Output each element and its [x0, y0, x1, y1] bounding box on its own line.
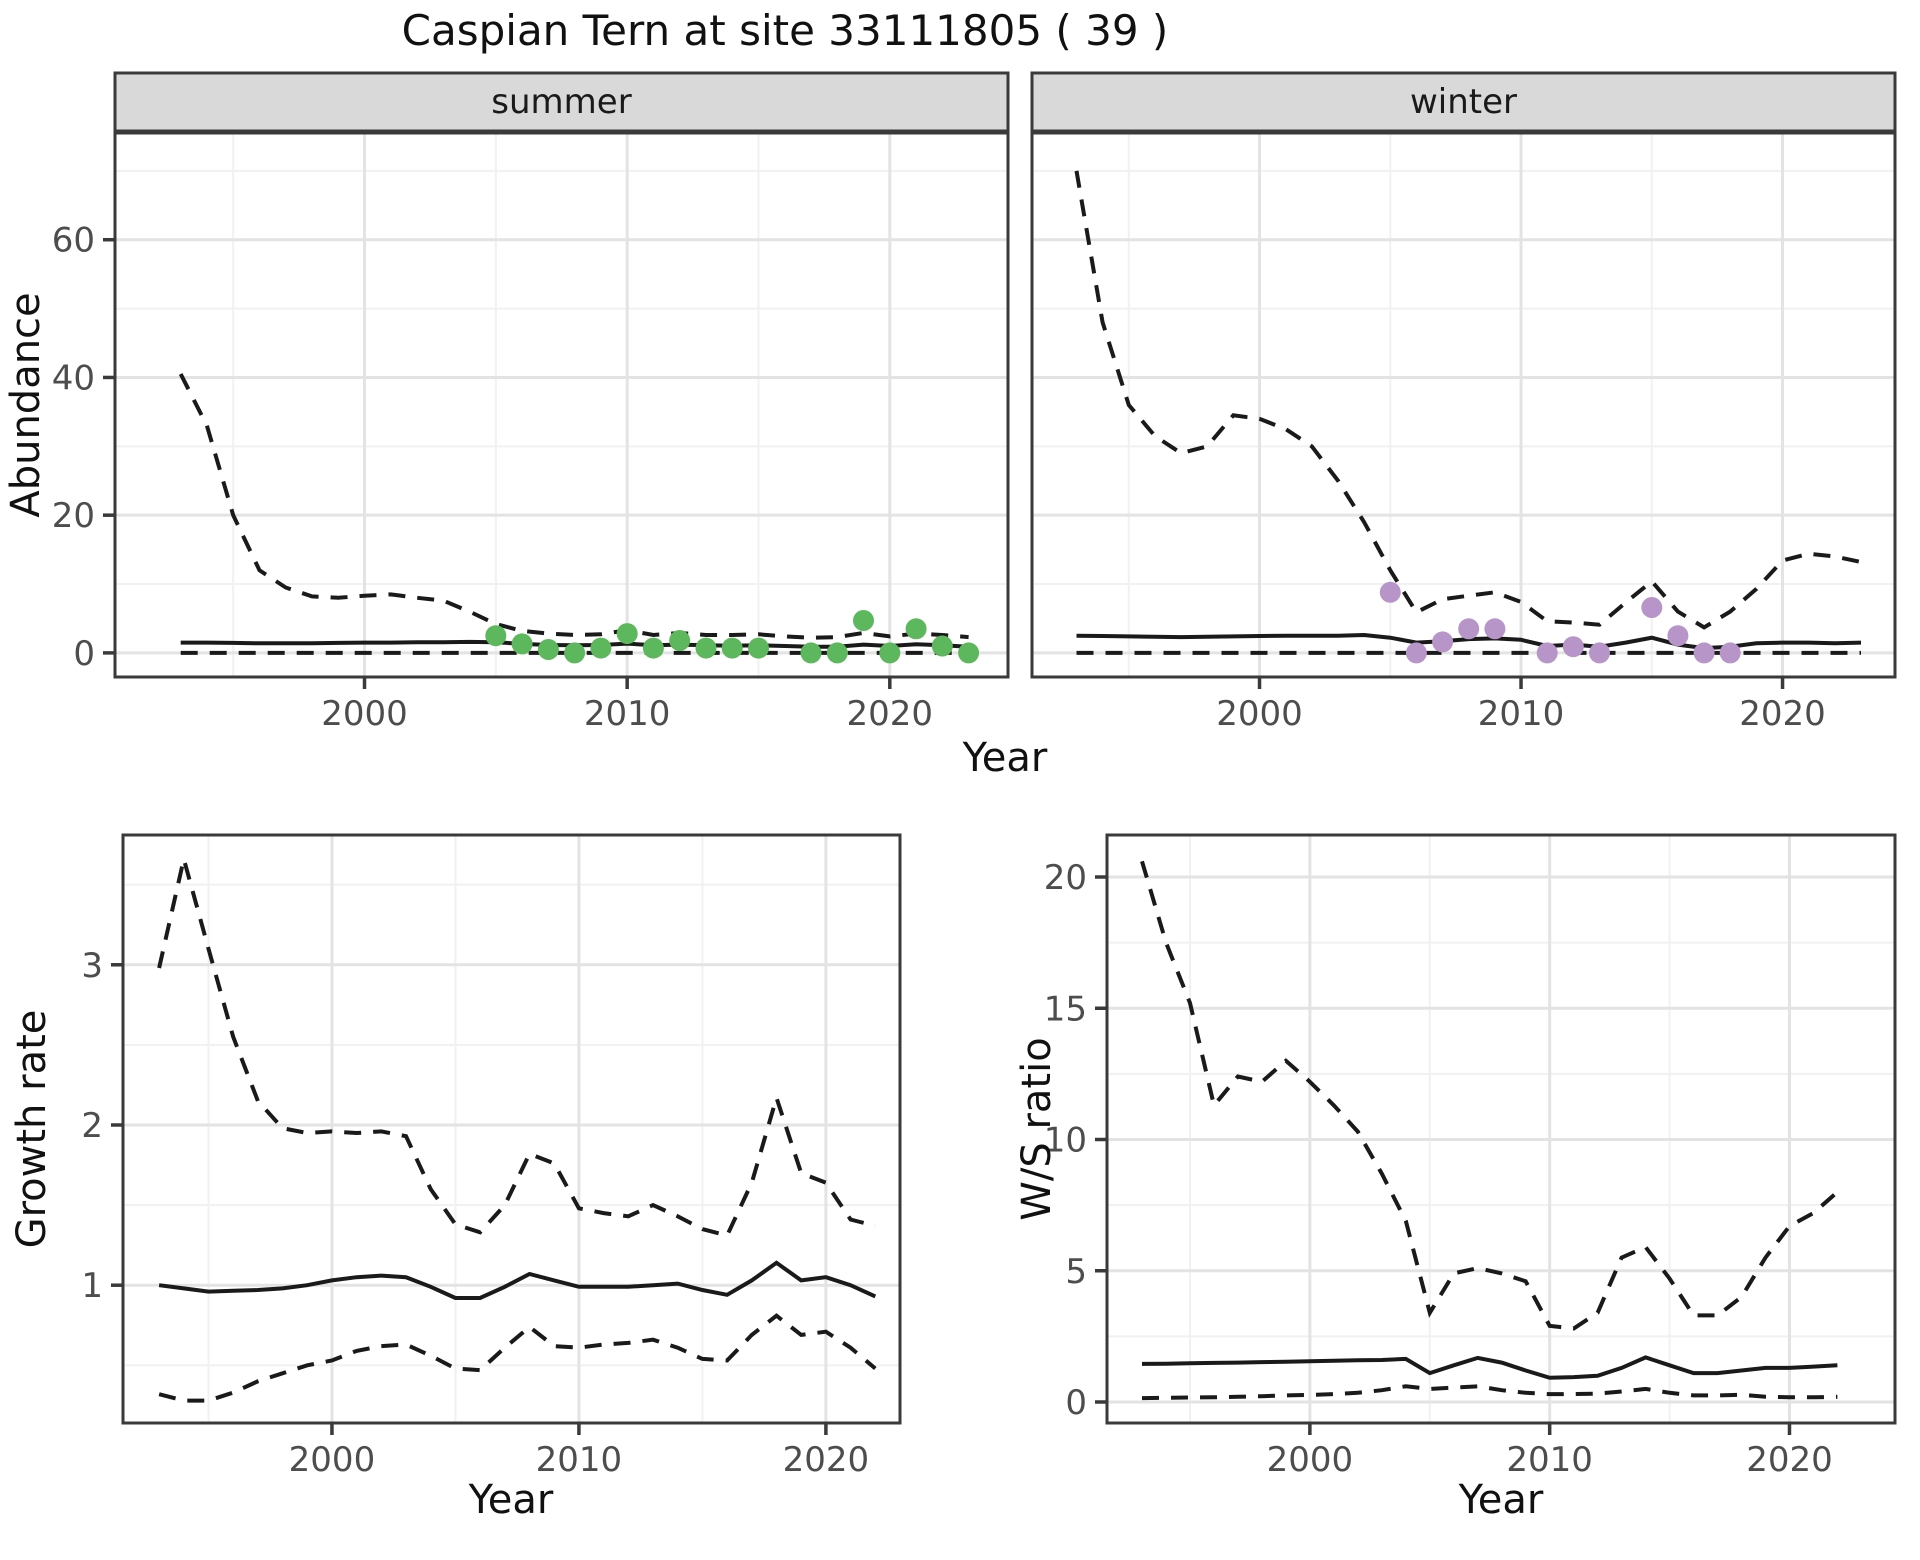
abundance-summer-point	[853, 610, 874, 631]
abundance-winter-observed-points	[1379, 581, 1741, 664]
x-axis-title-year-ws: Year	[1458, 1477, 1544, 1523]
ws-ratio-series	[1140, 860, 1839, 1401]
abundance-summer-point	[826, 642, 848, 664]
abundance-winter-point	[1641, 597, 1663, 618]
growth-rate-x-tick-label: 2000	[289, 1440, 376, 1480]
abundance-summer-point	[748, 637, 769, 659]
ws-ratio-median-line	[1141, 1355, 1838, 1380]
ws-ratio-x-tick-label: 2020	[1746, 1440, 1833, 1480]
ws-ratio-axis-ticks: 2000 2010 2020 0 5 10 15 20	[1044, 858, 1833, 1480]
abundance-winter-point	[1484, 618, 1506, 640]
abundance-summer-point	[800, 642, 822, 664]
abundance-winter-facet-strip	[1030, 71, 1897, 133]
abundance-summer-point	[879, 642, 901, 664]
abundance-summer-point	[616, 623, 638, 645]
abundance-summer-y-tick-label: 0	[73, 634, 95, 674]
y-axis-title-growth-rate: Growth rate	[9, 1009, 55, 1249]
ws-ratio-lower_95ci-line	[1141, 1384, 1838, 1401]
x-axis-title-year-growth: Year	[468, 1477, 554, 1523]
abundance-summer-grid	[115, 133, 1008, 677]
abundance-winter-series	[1074, 170, 1862, 655]
abundance-winter-panel-border	[1030, 131, 1897, 679]
abundance-winter-x-tick-label: 2010	[1478, 694, 1565, 734]
abundance-summer-facet-strip	[113, 71, 1010, 133]
abundance-winter-point	[1667, 625, 1689, 647]
growth-rate-axis-ticks: 2000 2010 2020 1 2 3	[81, 946, 869, 1480]
abundance-summer-observed-points	[485, 610, 980, 664]
ws-ratio-x-tick-label: 2000	[1267, 1440, 1354, 1480]
ws-ratio-y-tick-label: 15	[1044, 989, 1087, 1029]
abundance-winter-point	[1379, 581, 1401, 603]
abundance-winter-point	[1562, 636, 1584, 658]
x-axis-title-year-top: Year	[962, 735, 1048, 781]
facet-strip-summer-label: summer	[491, 82, 632, 122]
abundance-summer-point	[721, 637, 743, 659]
abundance-winter-point	[1432, 631, 1454, 653]
growth-rate-panel-border	[121, 833, 902, 1425]
abundance-summer-x-tick-label: 2020	[847, 694, 934, 734]
abundance-summer-point	[958, 642, 980, 664]
ws-ratio-upper_95ci-line	[1140, 860, 1839, 1331]
ws-ratio-y-tick-label: 5	[1065, 1252, 1087, 1292]
growth-rate-y-tick-label: 1	[81, 1266, 103, 1306]
abundance-winter-point	[1405, 642, 1427, 664]
abundance-summer-point	[511, 633, 533, 655]
abundance-summer-point	[590, 637, 612, 659]
growth-rate-median-line	[158, 1260, 877, 1300]
abundance-winter-point	[1589, 642, 1610, 664]
abundance-summer-point	[564, 642, 586, 664]
abundance-summer-series	[178, 373, 969, 655]
abundance-winter-x-tick-label: 2020	[1739, 694, 1826, 734]
growth-rate-lower_95ci-line	[158, 1313, 877, 1403]
growth-rate-x-tick-label: 2020	[783, 1440, 870, 1480]
abundance-summer-x-tick-label: 2000	[321, 694, 408, 734]
chart-title: Caspian Tern at site 33111805 ( 39 )	[401, 6, 1169, 55]
growth-rate-y-tick-label: 2	[81, 1106, 103, 1146]
growth-rate-grid	[123, 835, 900, 1423]
abundance-summer-point	[485, 625, 507, 647]
ws-ratio-y-tick-label: 0	[1065, 1383, 1087, 1423]
abundance-summer-point	[695, 637, 717, 659]
growth-rate-x-tick-label: 2010	[536, 1440, 623, 1480]
y-axis-title-ws-ratio: W/S ratio	[1014, 1037, 1060, 1221]
abundance-summer-panel-border	[113, 131, 1010, 679]
abundance-summer-point	[905, 618, 927, 640]
growth-rate-y-tick-label: 3	[81, 946, 103, 986]
facet-strip-winter-label: winter	[1409, 82, 1518, 122]
ws-ratio-y-tick-label: 10	[1044, 1121, 1087, 1161]
abundance-summer-y-tick-label: 40	[52, 358, 95, 398]
abundance-winter-point	[1693, 642, 1715, 664]
abundance-summer-y-tick-label: 60	[52, 221, 95, 261]
ws-ratio-y-tick-label: 20	[1044, 858, 1087, 898]
abundance-summer-upper_95ci-line	[178, 373, 969, 640]
abundance-summer-point	[537, 639, 559, 660]
growth-rate-upper_95ci-line	[157, 858, 876, 1238]
abundance-winter-point	[1458, 618, 1480, 640]
abundance-summer-x-tick-label: 2010	[584, 694, 671, 734]
ws-ratio-panel-border	[1105, 833, 1897, 1425]
y-axis-title-abundance: Abundance	[3, 292, 49, 518]
abundance-winter-point	[1719, 642, 1741, 664]
abundance-summer-y-tick-label: 20	[52, 496, 95, 536]
abundance-summer-point	[642, 637, 664, 659]
abundance-winter-axis-ticks: 2000 2010 2020	[1216, 677, 1826, 734]
abundance-winter-upper_95ci-line	[1074, 170, 1862, 630]
abundance-winter-point	[1536, 642, 1558, 664]
abundance-summer-point	[669, 630, 691, 651]
abundance-summer-point	[931, 635, 953, 657]
ws-ratio-grid	[1107, 835, 1895, 1423]
growth-rate-series	[157, 858, 877, 1403]
abundance-summer-axis-ticks: 2000 2010 2020 0 20 40 60	[52, 221, 933, 734]
abundance-winter-x-tick-label: 2000	[1216, 694, 1303, 734]
ws-ratio-x-tick-label: 2010	[1506, 1440, 1593, 1480]
